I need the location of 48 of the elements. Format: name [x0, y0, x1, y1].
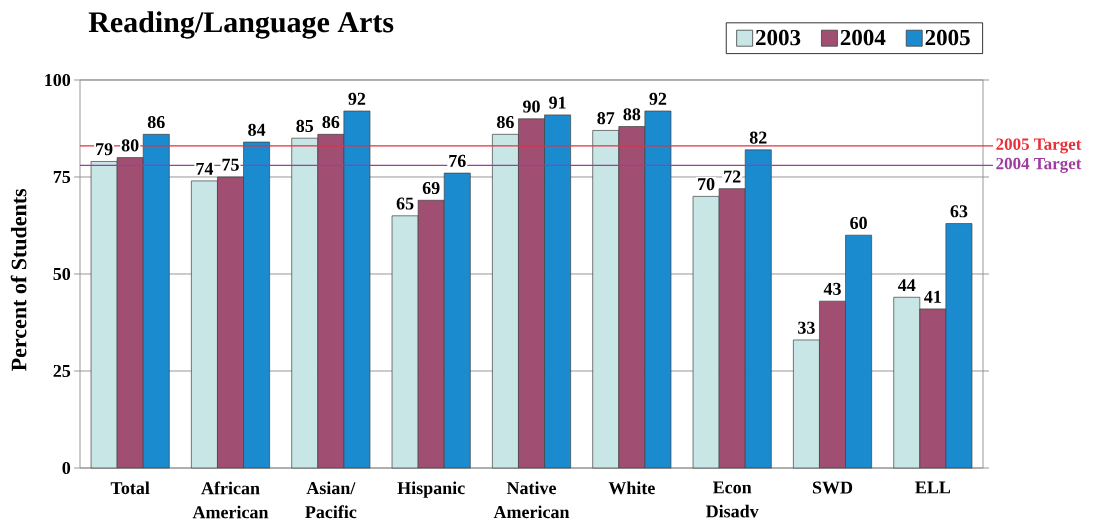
- chart-title: Reading/Language Arts: [88, 11, 394, 39]
- y-tick-label: 0: [62, 461, 71, 475]
- ref-line-label: 2004 Target: [996, 157, 1082, 173]
- data-label: 86: [322, 115, 340, 129]
- data-label: 69: [422, 181, 440, 195]
- x-tick-label: Hispanic: [397, 481, 465, 498]
- data-label: 92: [348, 92, 366, 105]
- data-label: 70: [698, 178, 715, 191]
- data-label: 33: [798, 321, 815, 334]
- data-label: 63: [950, 205, 968, 218]
- data-label: 82: [749, 131, 767, 144]
- data-label: 92: [649, 92, 667, 105]
- x-tick-label: White: [608, 481, 655, 495]
- x-tick-label: Asian/ Pacific: [305, 481, 357, 519]
- data-label: 41: [924, 290, 941, 303]
- y-tick-label: 75: [53, 171, 71, 183]
- legend-label: 2005: [925, 29, 970, 46]
- ref-line-label: 2005 Target: [996, 138, 1082, 154]
- legend-label: 2004: [840, 29, 886, 46]
- data-label: 79: [96, 143, 113, 156]
- data-label: 91: [549, 96, 566, 109]
- data-label: 88: [623, 108, 641, 121]
- x-tick-label: SWD: [812, 481, 853, 494]
- data-label: 44: [898, 279, 916, 292]
- data-label: 90: [523, 100, 540, 113]
- data-label: 60: [850, 216, 867, 229]
- data-label: 87: [597, 112, 615, 125]
- x-tick-label: Native American: [493, 481, 570, 519]
- data-label: 86: [497, 115, 514, 129]
- data-label: 76: [449, 154, 466, 167]
- y-axis-title: Percent of Students: [10, 188, 27, 371]
- data-label: 43: [823, 282, 841, 295]
- x-tick-label: ELL: [915, 481, 951, 494]
- y-tick-label: 100: [45, 73, 71, 87]
- data-label: 84: [248, 123, 266, 136]
- x-tick-label: Total: [110, 481, 150, 495]
- data-label: 65: [396, 197, 414, 210]
- data-label: 80: [121, 139, 139, 152]
- x-tick-label: African American: [192, 481, 269, 519]
- data-label: 75: [222, 158, 239, 171]
- data-label: 74: [196, 162, 214, 175]
- data-label: 85: [296, 119, 314, 132]
- data-label: 86: [147, 115, 165, 129]
- x-tick-label: Econ Disadv: [705, 481, 759, 518]
- y-tick-label: 25: [53, 364, 71, 378]
- data-label: 72: [724, 170, 741, 183]
- y-tick-label: 50: [53, 267, 71, 281]
- legend-label: 2003: [756, 29, 801, 46]
